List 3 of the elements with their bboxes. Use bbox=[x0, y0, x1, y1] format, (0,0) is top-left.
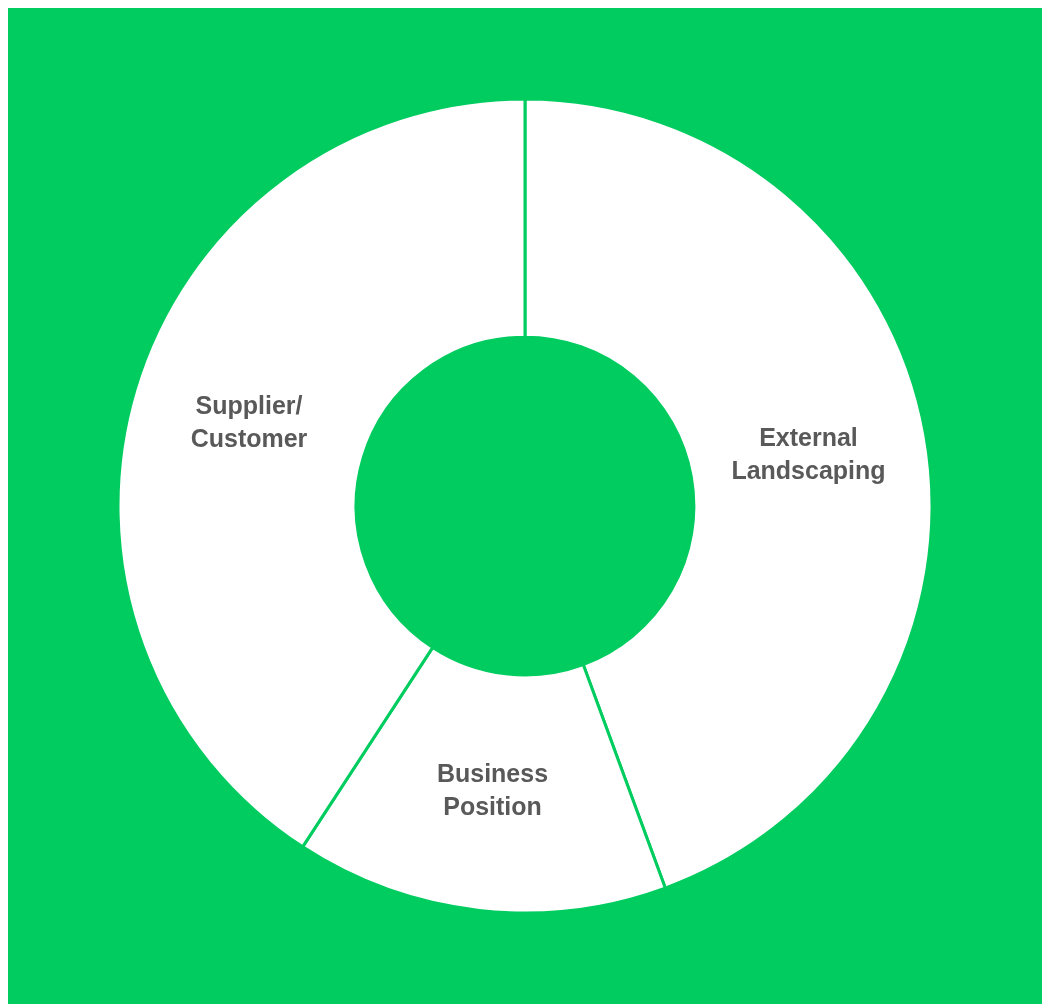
slice-label: Business Position bbox=[436, 759, 549, 821]
slice-label: External Landscaping bbox=[731, 423, 886, 484]
slice-label: Supplier/ Customer bbox=[190, 391, 308, 453]
